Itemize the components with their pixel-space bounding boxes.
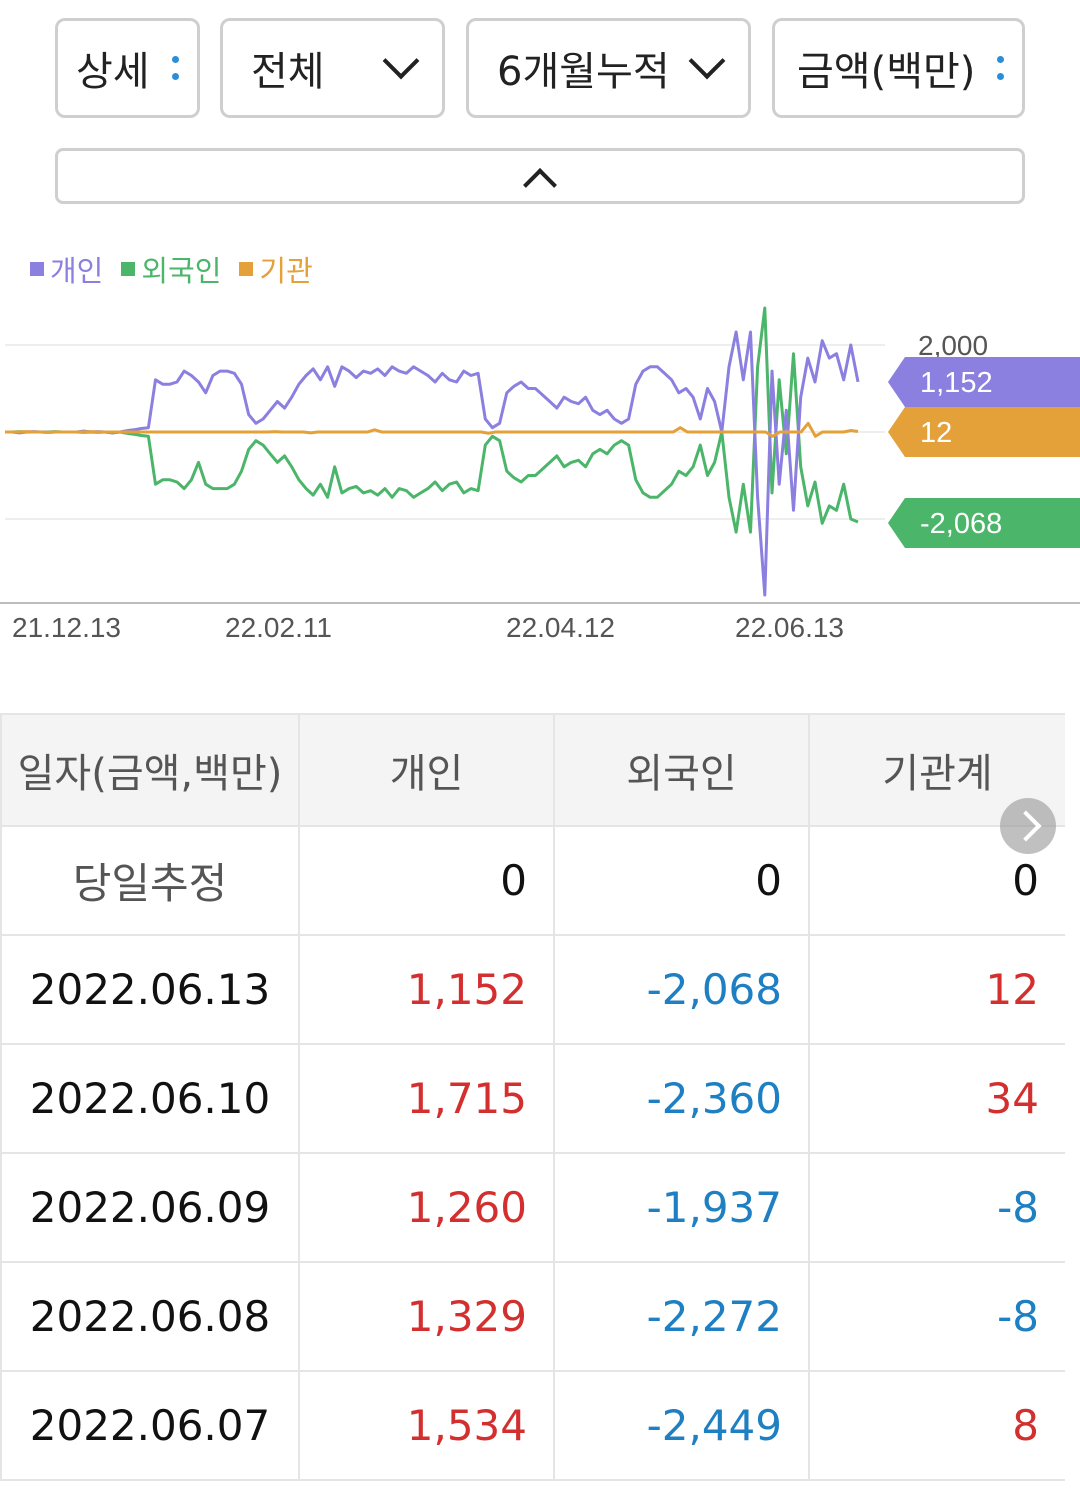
badge-label: 1,152 (920, 367, 993, 399)
unit-select-label: 금액(백만) (797, 49, 976, 95)
row-individual: 0 (298, 825, 555, 936)
legend-swatch (121, 262, 136, 276)
table-row[interactable]: 2022.06.08 1,329 -2,272 -8 (0, 1261, 1067, 1372)
value-badge-0: 1,152 (888, 357, 1080, 407)
badge-shape (888, 407, 1080, 457)
row-date: 2022.06.08 (0, 1261, 300, 1372)
row-individual: 1,534 (298, 1370, 555, 1481)
badge-shape (888, 357, 1080, 407)
badge-shape (888, 498, 1080, 548)
row-foreign: -2,068 (553, 934, 810, 1045)
legend-item-foreign: 외국인 (121, 248, 221, 290)
scope-select-label: 전체 (251, 49, 325, 95)
row-foreign: -2,449 (553, 1370, 810, 1481)
row-individual: 1,152 (298, 934, 555, 1045)
series-line-2 (5, 421, 859, 438)
legend-item-individual: 개인 (30, 248, 103, 290)
investor-flow-chart[interactable]: 2,000 1,152 12 -2,068 21.12.13 22.02.11 22.0… (0, 300, 1080, 660)
chart-legend: 개인 외국인 기관 (30, 248, 313, 290)
row-individual: 1,329 (298, 1261, 555, 1372)
row-individual: 1,260 (298, 1152, 555, 1263)
badge-label: -2,068 (920, 508, 1002, 540)
row-date: 2022.06.07 (0, 1370, 300, 1481)
row-institution: 12 (808, 934, 1067, 1045)
scroll-right-button[interactable] (1000, 798, 1056, 854)
row-institution: 0 (808, 825, 1067, 936)
table-row[interactable]: 2022.06.09 1,260 -1,937 -8 (0, 1152, 1067, 1263)
table-scroll-edge (1065, 713, 1080, 1505)
period-select[interactable]: 6개월누적 (466, 18, 751, 118)
row-date: 2022.06.13 (0, 934, 300, 1045)
value-badge-2: 12 (888, 407, 1080, 457)
series-layer (5, 306, 860, 597)
scope-select[interactable]: 전체 (220, 18, 445, 118)
legend-label: 개인 (50, 254, 104, 288)
chevron-down-icon (382, 42, 420, 80)
filter-bar: 상세 전체 6개월누적 금액(백만) (0, 0, 1080, 130)
table-header: 일자(금액,백만) 개인 외국인 기관계 (0, 713, 1067, 827)
collapse-button[interactable] (55, 148, 1025, 204)
legend-swatch (239, 262, 254, 276)
row-foreign: -1,937 (553, 1152, 810, 1263)
series-line-1 (5, 306, 859, 534)
row-date: 당일추정 (0, 825, 300, 936)
row-institution: -8 (808, 1152, 1067, 1263)
legend-swatch (30, 262, 44, 276)
row-individual: 1,715 (298, 1043, 555, 1154)
table-row[interactable]: 2022.06.10 1,715 -2,360 34 (0, 1043, 1067, 1154)
legend-item-institution: 기관 (239, 248, 313, 290)
detail-select-label: 상세 (76, 49, 150, 95)
legend-label: 기관 (259, 254, 313, 288)
col-individual-header[interactable]: 개인 (298, 713, 555, 827)
badge-layer: 1,152 12 -2,068 (888, 357, 1080, 548)
x-tick-label: 21.12.13 (12, 612, 121, 643)
chevron-up-icon (523, 168, 557, 202)
row-foreign: -2,360 (553, 1043, 810, 1154)
more-dots-icon (997, 56, 1004, 80)
row-institution: -8 (808, 1261, 1067, 1372)
chevron-right-icon (1010, 810, 1042, 842)
x-tick-label: 22.04.12 (506, 612, 615, 643)
series-line-0 (5, 330, 860, 597)
col-date-header[interactable]: 일자(금액,백만) (0, 713, 300, 827)
row-date: 2022.06.09 (0, 1152, 300, 1263)
chevron-down-icon (688, 42, 726, 80)
table-row-estimate: 당일추정 0 0 0 (0, 825, 1067, 936)
row-institution: 34 (808, 1043, 1067, 1154)
value-badge-1: -2,068 (888, 498, 1080, 548)
x-tick-label: 22.02.11 (225, 612, 332, 643)
row-foreign: 0 (553, 825, 810, 936)
period-select-label: 6개월누적 (497, 49, 670, 95)
unit-select[interactable]: 금액(백만) (772, 18, 1025, 118)
detail-select[interactable]: 상세 (55, 18, 200, 118)
investor-table: 일자(금액,백만) 개인 외국인 기관계 당일추정 0 0 0 2022.06.… (0, 713, 1067, 1481)
col-foreign-header[interactable]: 외국인 (553, 713, 810, 827)
table-row[interactable]: 2022.06.13 1,152 -2,068 12 (0, 934, 1067, 1045)
y-axis-top-label: 2,000 (918, 330, 988, 361)
row-date: 2022.06.10 (0, 1043, 300, 1154)
more-dots-icon (172, 56, 179, 80)
tick-layer: 21.12.13 22.02.11 22.04.12 22.06.13 (12, 612, 844, 643)
badge-label: 12 (920, 417, 952, 449)
table-row[interactable]: 2022.06.07 1,534 -2,449 8 (0, 1370, 1067, 1481)
row-institution: 8 (808, 1370, 1067, 1481)
row-foreign: -2,272 (553, 1261, 810, 1372)
x-tick-label: 22.06.13 (735, 612, 844, 643)
legend-label: 외국인 (141, 254, 222, 288)
